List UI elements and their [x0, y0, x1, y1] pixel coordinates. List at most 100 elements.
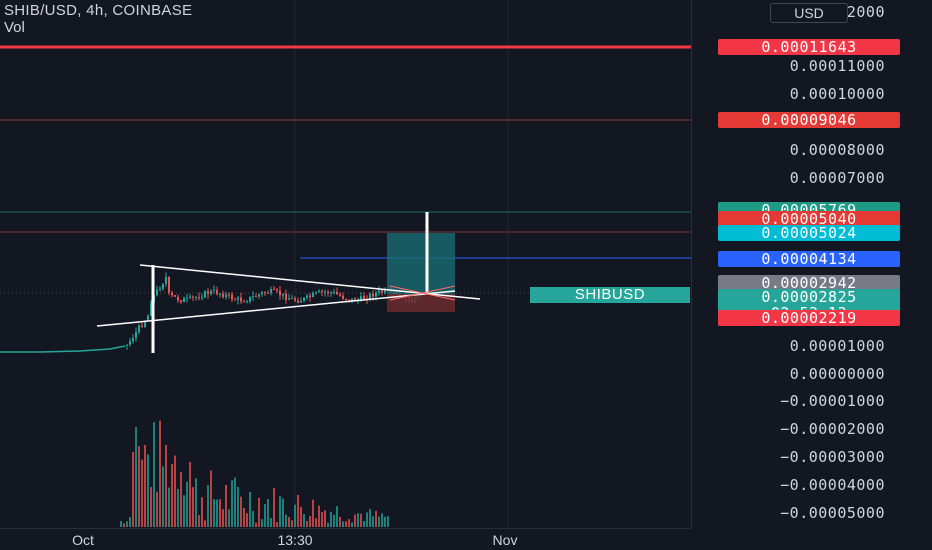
volume-bar — [255, 522, 257, 527]
candle-body — [243, 301, 245, 303]
volume-bar — [294, 504, 296, 527]
volume-bar — [282, 498, 284, 527]
candle-body — [255, 296, 257, 298]
volume-bar — [246, 513, 248, 527]
volume-bar — [216, 499, 218, 527]
volume-bar — [309, 516, 311, 527]
volume-bar — [144, 444, 146, 527]
candle-body — [291, 298, 293, 300]
volume-bar — [351, 522, 353, 527]
volume-bar — [237, 486, 239, 527]
candle-body — [162, 283, 164, 289]
chart-pane[interactable]: SHIB/USD, 4h, COINBASE Vol SHIBUSD — [0, 0, 691, 528]
candle-body — [234, 299, 236, 301]
price-label-level: 0.00009046 — [718, 112, 900, 128]
candle-body — [270, 289, 272, 294]
candle-body — [231, 294, 233, 300]
volume-bar — [129, 517, 131, 527]
candle-body — [321, 290, 323, 292]
candle-body — [258, 294, 260, 297]
symbol-tag: SHIBUSD — [530, 287, 690, 303]
volume-bar — [291, 520, 293, 527]
currency-button[interactable]: USD — [770, 3, 848, 23]
apex-cross-b — [389, 285, 456, 301]
volume-bar — [138, 446, 140, 527]
chart-title: SHIB/USD, 4h, COINBASE — [4, 2, 193, 19]
position-loss-zone — [387, 294, 455, 312]
candle-body — [303, 297, 305, 301]
volume-bar — [285, 514, 287, 527]
volume-bar — [171, 464, 173, 527]
volume-bar — [225, 484, 227, 527]
volume-bar — [330, 511, 332, 527]
volume-bar — [132, 451, 134, 527]
volume-bar — [252, 511, 254, 527]
candle-body — [165, 277, 167, 284]
price-label-resistance: 0.00011643 — [718, 39, 900, 55]
volume-bar — [279, 496, 281, 527]
price-scale[interactable]: 0.00012000 0.00011000 0.00010000 0.00008… — [691, 0, 932, 528]
volume-bar — [240, 496, 242, 527]
time-label-oct: Oct — [72, 532, 94, 548]
volume-bar — [213, 499, 215, 527]
candle-body — [261, 292, 263, 295]
candle-body — [372, 293, 374, 297]
volume-bar — [339, 516, 341, 527]
volume-bar — [288, 517, 290, 527]
candle-body — [216, 289, 218, 295]
volume-bar — [297, 494, 299, 527]
candle-body — [285, 293, 287, 300]
volume-bar — [327, 522, 329, 527]
price-tick: 0.00010000 — [789, 85, 885, 103]
volume-bar — [354, 514, 356, 527]
volume-label: Vol — [4, 19, 25, 36]
volume-bar — [267, 499, 269, 527]
candle-body — [315, 292, 317, 294]
volume-bar — [219, 499, 221, 527]
volume-bar — [198, 515, 200, 527]
volume-bar — [306, 521, 308, 527]
candle-body — [345, 298, 347, 300]
candle-body — [147, 315, 149, 321]
candle-body — [267, 292, 269, 294]
volume-bar — [264, 504, 266, 527]
volume-bar — [156, 491, 158, 527]
triangle-lower-trendline — [96, 290, 456, 327]
candle-body — [219, 293, 221, 295]
candle-body — [369, 293, 371, 300]
candle-body — [288, 298, 290, 300]
candle-body — [126, 344, 128, 346]
candle-body — [210, 290, 212, 294]
price-label-stop: 0.00002219 — [718, 310, 900, 326]
volume-bar — [324, 510, 326, 527]
candle-body — [207, 291, 209, 294]
volume-bar — [384, 516, 386, 527]
volume-bar — [186, 481, 188, 527]
candle-body — [333, 291, 335, 293]
price-tick: −0.00002000 — [780, 420, 885, 438]
volume-bar — [363, 520, 365, 527]
volume-bar — [243, 507, 245, 527]
candle-body — [279, 290, 281, 296]
price-tick: 0.00007000 — [789, 169, 885, 187]
volume-bar — [234, 477, 236, 527]
volume-bar — [162, 466, 164, 527]
candle-body — [342, 295, 344, 299]
candle-body — [351, 298, 353, 301]
candle-body — [141, 325, 143, 327]
candle-body — [297, 300, 299, 303]
candle-body — [186, 297, 188, 299]
price-label-level: 0.00005040 — [718, 211, 900, 227]
volume-bar — [381, 513, 383, 527]
volume-bar — [273, 487, 275, 527]
candle-body — [381, 290, 383, 293]
volume-bar — [249, 491, 251, 527]
volume-bar — [312, 499, 314, 527]
candle-body — [144, 320, 146, 327]
volume-bar — [180, 472, 182, 527]
price-chart[interactable] — [0, 0, 691, 528]
time-axis[interactable]: Oct 13:30 Nov — [0, 528, 691, 550]
price-tick: 0.00011000 — [789, 57, 885, 75]
volume-bar — [333, 514, 335, 527]
candle-body — [168, 277, 170, 293]
